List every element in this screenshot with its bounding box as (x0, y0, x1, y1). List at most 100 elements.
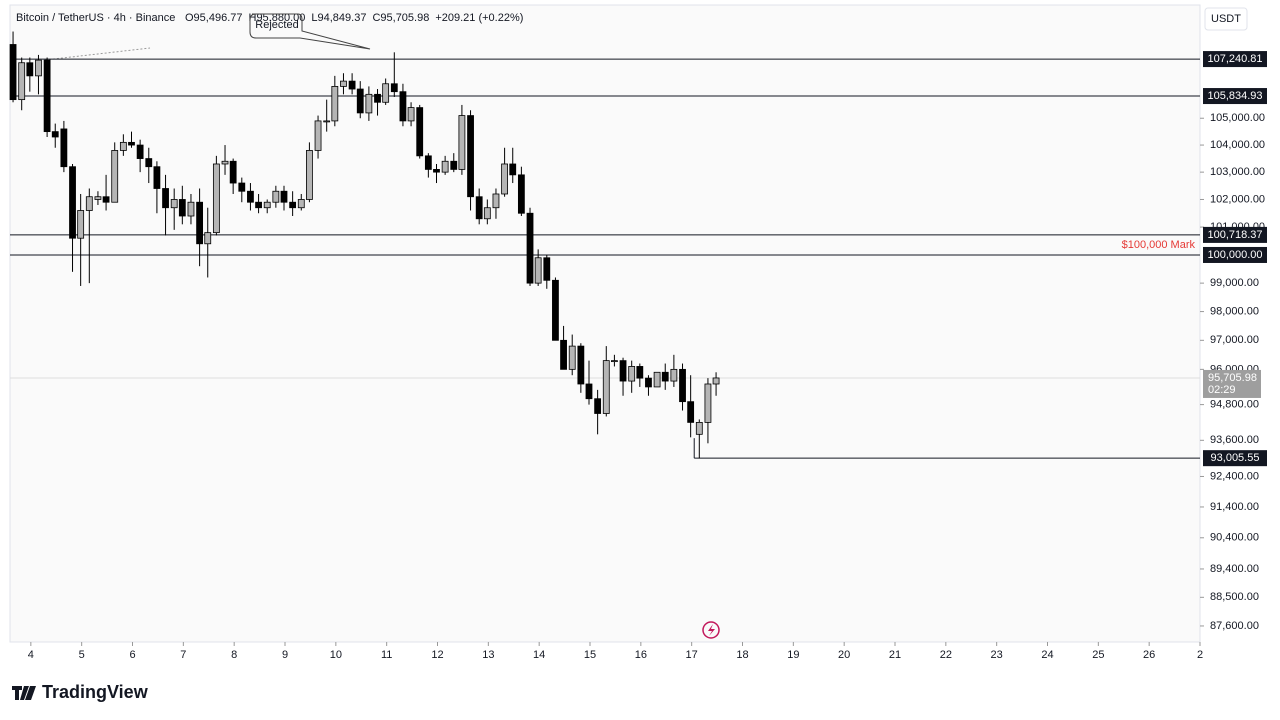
y-tick-label: 99,000.00 (1210, 277, 1259, 289)
brand-logo (12, 686, 36, 700)
x-tick-label: 14 (533, 649, 545, 661)
candle-body (212, 163, 220, 234)
candle-body (238, 182, 246, 192)
candle-body (153, 166, 161, 189)
countdown: 02:29 (1208, 384, 1236, 396)
candle-body (26, 62, 34, 77)
candle-body (416, 107, 424, 157)
candle-body (594, 398, 602, 414)
x-tick-label: 12 (431, 649, 443, 661)
candle-body (18, 62, 26, 101)
watermark-bolt (708, 624, 715, 636)
candle-body (187, 201, 195, 217)
level-label-box (1203, 450, 1267, 467)
currency: USDT (1211, 13, 1241, 25)
x-tick-label: 21 (889, 649, 901, 661)
candle-body (661, 371, 669, 382)
x-tick-label: 10 (330, 649, 342, 661)
candle-body (77, 210, 85, 239)
candle-body (560, 339, 567, 370)
candle-body (492, 193, 500, 209)
candle-body (43, 59, 51, 133)
candle-body (297, 199, 305, 209)
candle-body (517, 174, 525, 214)
x-tick-label: 26 (1143, 649, 1155, 661)
candle-body (645, 377, 652, 388)
y-tick-label: 102,000.00 (1210, 193, 1265, 205)
candle-body (35, 59, 42, 77)
candle-body (424, 155, 432, 170)
x-tick-label: 18 (736, 649, 748, 661)
level-label: 93,005.55 (1211, 452, 1260, 464)
y-tick-label: 89,400.00 (1210, 563, 1259, 575)
y-tick-label: 90,400.00 (1210, 532, 1259, 544)
trend-line (44, 47, 151, 61)
ohlc-value: +209.21 (+0.22%) (435, 12, 523, 24)
level-label-box (1203, 226, 1267, 243)
y-tick-label: 91,400.00 (1210, 501, 1259, 513)
candle-body (390, 83, 398, 93)
last-price-label: 95,705.98 (1208, 372, 1257, 384)
level-label: 107,240.81 (1207, 53, 1262, 65)
candle-body (585, 383, 593, 400)
level-label: 100,718.37 (1207, 229, 1262, 241)
candle-body (382, 83, 390, 103)
x-tick-label: 11 (381, 649, 392, 661)
x-tick-label: 17 (686, 649, 698, 661)
watermark-icon (702, 621, 720, 639)
candle-body (374, 93, 381, 103)
candle-body (145, 158, 153, 168)
candle-body (60, 128, 68, 168)
candle-body (653, 371, 661, 388)
level-label: 105,834.93 (1207, 90, 1262, 102)
candle-body (272, 190, 280, 203)
ohlc-value: C95,705.98 (372, 12, 429, 24)
x-tick-label: 24 (1041, 649, 1053, 661)
candle-body (196, 201, 204, 245)
x-tick-label: 25 (1092, 649, 1104, 661)
candle-body (577, 345, 585, 385)
candle-body (712, 377, 720, 385)
candle-body (9, 44, 17, 101)
candle-body (69, 166, 76, 239)
candle-body (568, 345, 576, 370)
level-label-box (1203, 88, 1267, 105)
candle-body (204, 232, 212, 245)
y-tick-label: 105,000.00 (1210, 112, 1265, 124)
callout-text: Rejected (255, 19, 298, 31)
level-label-box (1203, 246, 1267, 263)
candle-body (178, 199, 186, 217)
candle-body (628, 366, 636, 382)
candle-body (543, 257, 551, 281)
level-annotation: $100,000 Mark (1122, 239, 1196, 251)
candle-body (695, 422, 703, 435)
candle-body (467, 115, 474, 198)
x-tick-label: 4 (28, 649, 34, 661)
ohlc-value: L94,849.37 (311, 12, 366, 24)
candle-body (509, 163, 517, 176)
candle-body (534, 257, 542, 284)
candle-body (94, 196, 102, 200)
candle-body (340, 80, 347, 87)
candle-body (289, 201, 297, 209)
x-tick-label: 16 (635, 649, 647, 661)
currency-box[interactable] (1204, 7, 1248, 31)
y-tick-label: 87,600.00 (1210, 620, 1259, 632)
last-price-box (1203, 369, 1261, 398)
candle-body (119, 141, 127, 151)
candle-body (399, 91, 407, 122)
y-tick-label: 93,600.00 (1210, 434, 1259, 446)
x-tick-label: 19 (787, 649, 799, 661)
candle-body (433, 169, 440, 173)
candle-body (407, 107, 415, 122)
candle-body (602, 360, 610, 414)
x-tick-label: 9 (282, 649, 288, 661)
candle-body (636, 366, 644, 379)
candle-body (331, 85, 339, 122)
ohlc-readout: O95,496.77 H95,880.00 L94,849.37 C95,705.98… (185, 12, 523, 24)
x-tick-label: 5 (79, 649, 85, 661)
candle-body (356, 88, 364, 114)
plot-area (9, 4, 1201, 643)
candle-body (483, 207, 491, 220)
candle-body (255, 201, 262, 209)
